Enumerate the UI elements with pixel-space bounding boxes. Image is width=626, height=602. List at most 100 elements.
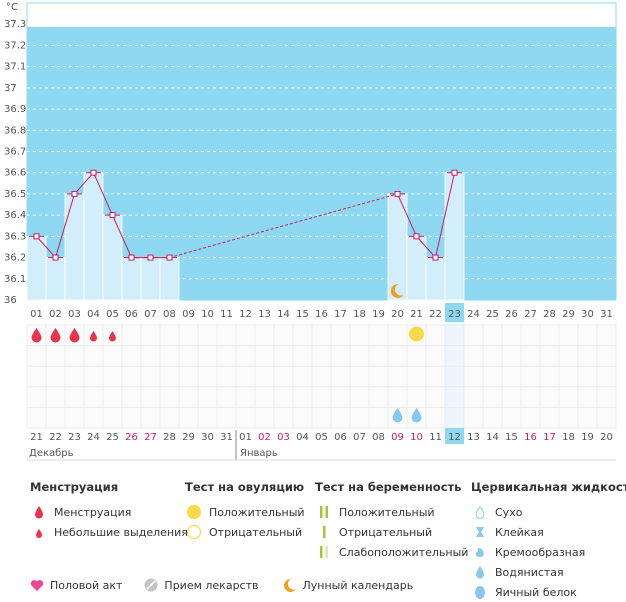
calendar-date-label: 17 — [543, 432, 556, 443]
temperature-bar — [140, 257, 161, 301]
temperature-point — [109, 212, 116, 219]
legend-item: Яичный белок — [471, 582, 626, 602]
calendar-date-label: 11 — [429, 432, 442, 443]
drop-icon — [30, 505, 48, 519]
month-label: Январь — [240, 448, 278, 459]
ovulation-positive-icon — [409, 326, 424, 342]
legend-title: Цервикальная жидкость — [471, 480, 626, 494]
y-tick-label: 37.1 — [4, 62, 26, 73]
current-day-column — [445, 324, 464, 428]
legend-item: Слабоположительный — [315, 542, 468, 562]
calendar-date-label: 07 — [353, 432, 366, 443]
legend-label: Положительный — [339, 505, 435, 519]
calendar-date-label: 14 — [486, 432, 499, 443]
calendar-date-label: 21 — [30, 432, 43, 443]
legend-title: Менструация — [30, 480, 119, 494]
cycle-day-label: 04 — [87, 309, 100, 320]
cervical-watery-icon — [392, 408, 403, 423]
legend-label: Клейкая — [495, 525, 544, 539]
y-tick-label: 37.2 — [4, 40, 26, 51]
y-tick-label: 37.3 — [4, 19, 26, 30]
x-axis-dates: 21 22 23 24 25 26 27 28 29 30 31 01 02 03 04 05 06 07 08 09… — [27, 428, 616, 461]
y-tick-label: 36.2 — [4, 253, 26, 264]
legend-label: Лунный календарь — [302, 578, 414, 592]
legend-item: Отрицательный — [315, 522, 468, 542]
month-label: Декабрь — [29, 448, 74, 459]
legend-label: Слабоположительный — [339, 545, 469, 559]
cycle-day-label: 31 — [600, 309, 613, 320]
legend-title: Тест на беременность — [315, 480, 462, 494]
legend-label: Водянистая — [495, 565, 564, 579]
temperature-bar — [159, 257, 180, 301]
temperature-point — [90, 169, 97, 176]
legend-label: Отрицательный — [339, 525, 433, 539]
pregnancy-weak-icon — [315, 545, 333, 559]
y-tick-label: 36.3 — [4, 231, 26, 242]
cycle-day-label: 01 — [30, 309, 43, 320]
temperature-line-segment — [36, 236, 56, 258]
y-tick-label: 36.6 — [4, 168, 26, 179]
temperature-line-segment — [397, 193, 417, 237]
legend-label: Кремообразная — [495, 545, 586, 559]
cycle-day-label: 13 — [258, 309, 271, 320]
legend-item: Менструация — [30, 502, 188, 522]
legend-label: Отрицательный — [209, 525, 303, 539]
calendar-date-label: 10 — [410, 432, 423, 443]
calendar-date-label: 09 — [391, 432, 404, 443]
bottom-legend: Половой акт Прием лекарств Лунный календ… — [30, 578, 435, 592]
current-day-highlight — [445, 303, 464, 322]
calendar-date-label: 12 — [448, 432, 461, 443]
calendar-date-label: 23 — [68, 432, 81, 443]
moon-icon — [281, 578, 297, 592]
temperature-line-segment — [93, 172, 113, 216]
cycle-day-label: 24 — [467, 309, 480, 320]
ovulation-negative-icon — [185, 524, 203, 540]
y-tick-label: 36.7 — [4, 147, 26, 158]
calendar-date-label: 15 — [505, 432, 518, 443]
y-axis-ticks: 36 36.1 36.2 36.3 36.4 36.5 36.6 36.7 36.8 36.9 37… — [4, 19, 26, 306]
cycle-day-label: 08 — [163, 309, 176, 320]
cycle-day-label: 11 — [220, 309, 233, 320]
menstruation-drop-icon — [50, 328, 61, 343]
calendar-date-label: 06 — [334, 432, 347, 443]
legend-item: Отрицательный — [185, 522, 305, 542]
cycle-day-label: 26 — [505, 309, 518, 320]
legend-label: Прием лекарств — [164, 578, 259, 592]
sticky-icon — [471, 525, 489, 539]
cycle-day-label: 10 — [201, 309, 214, 320]
temperature-bar — [83, 172, 104, 301]
legend-cervical: Цервикальная жидкость Сухо Клейкая Кремо… — [471, 480, 626, 602]
temperature-bar — [102, 214, 123, 301]
temperature-point — [52, 254, 59, 261]
cycle-day-label: 16 — [315, 309, 328, 320]
cycle-day-label: 03 — [68, 309, 81, 320]
cycle-day-label: 22 — [429, 309, 442, 320]
heart-icon — [30, 579, 44, 592]
x-axis-cycle-days: 01 02 03 04 05 06 07 08 09 10 11 12 13 14 15 16 17 18 19 20… — [30, 303, 613, 322]
y-tick-label: 36.5 — [4, 189, 26, 200]
calendar-date-label: 24 — [87, 432, 100, 443]
calendar-date-label: 26 — [125, 432, 138, 443]
temperature-point — [413, 233, 420, 240]
legend-label: Менструация — [54, 505, 132, 519]
light-spotting-drop-icon — [90, 331, 97, 342]
cycle-day-label: 20 — [391, 309, 404, 320]
y-tick-label: 36.4 — [4, 210, 26, 221]
calendar-date-label: 18 — [562, 432, 575, 443]
cycle-day-label: 02 — [49, 309, 62, 320]
cycle-day-label: 30 — [581, 309, 594, 320]
y-tick-label: 36.9 — [4, 104, 26, 115]
pregnancy-positive-icon — [315, 505, 333, 519]
calendar-date-label: 04 — [296, 432, 309, 443]
plot-background — [27, 27, 616, 300]
watery-icon — [471, 565, 489, 579]
cycle-day-label: 09 — [182, 309, 195, 320]
cycle-day-label: 06 — [125, 309, 138, 320]
legend-ovulation: Тест на овуляцию Положительный Отрицател… — [185, 480, 305, 542]
temperature-bar — [444, 172, 465, 301]
cycle-day-label: 12 — [239, 309, 252, 320]
temperature-bar — [64, 193, 85, 301]
temperature-point — [432, 254, 439, 261]
temperature-point — [394, 190, 401, 197]
temperature-point — [128, 254, 135, 261]
